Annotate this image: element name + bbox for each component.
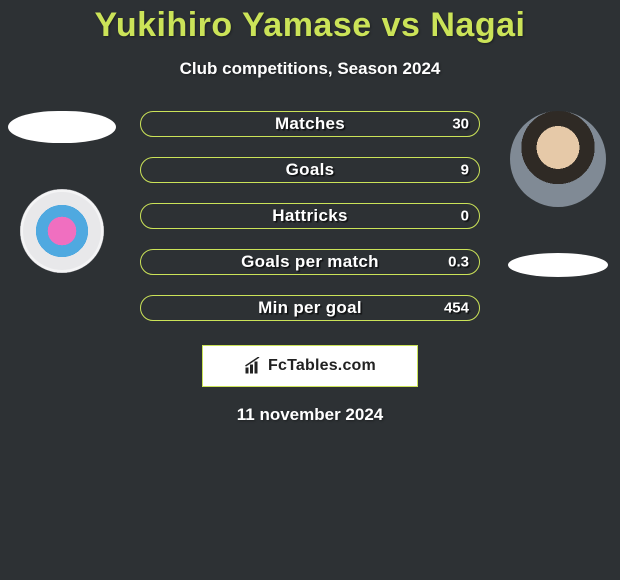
stat-value-right: 30	[452, 116, 469, 133]
content-area: Matches 30 Goals 9 Hattricks 0 Goals per match…	[0, 111, 620, 425]
player-right-column	[500, 111, 620, 277]
stat-label: Hattricks	[272, 206, 347, 226]
player-left-column	[0, 111, 120, 273]
stat-value-right: 0	[461, 208, 469, 225]
brand-box[interactable]: FcTables.com	[202, 345, 418, 387]
page-title: Yukihiro Yamase vs Nagai	[0, 0, 620, 45]
stat-row: Hattricks 0	[140, 203, 480, 229]
stat-label: Matches	[275, 114, 345, 134]
stat-row: Goals per match 0.3	[140, 249, 480, 275]
stat-row: Goals 9	[140, 157, 480, 183]
page-subtitle: Club competitions, Season 2024	[0, 59, 620, 79]
player-right-club-placeholder	[508, 253, 608, 277]
comparison-card: Yukihiro Yamase vs Nagai Club competitio…	[0, 0, 620, 580]
player-right-avatar	[510, 111, 606, 207]
player-left-club-logo	[20, 189, 104, 273]
stat-label: Goals	[286, 160, 335, 180]
brand-chart-icon	[244, 357, 262, 375]
stat-value-right: 0.3	[448, 254, 469, 271]
stat-value-right: 454	[444, 300, 469, 317]
stat-value-right: 9	[461, 162, 469, 179]
stats-list: Matches 30 Goals 9 Hattricks 0 Goals per match…	[140, 111, 480, 321]
player-left-avatar-placeholder	[8, 111, 116, 143]
stat-row: Matches 30	[140, 111, 480, 137]
brand-text: FcTables.com	[268, 357, 376, 375]
stat-label: Goals per match	[241, 252, 379, 272]
stat-label: Min per goal	[258, 298, 362, 318]
stat-row: Min per goal 454	[140, 295, 480, 321]
date-line: 11 november 2024	[0, 405, 620, 425]
